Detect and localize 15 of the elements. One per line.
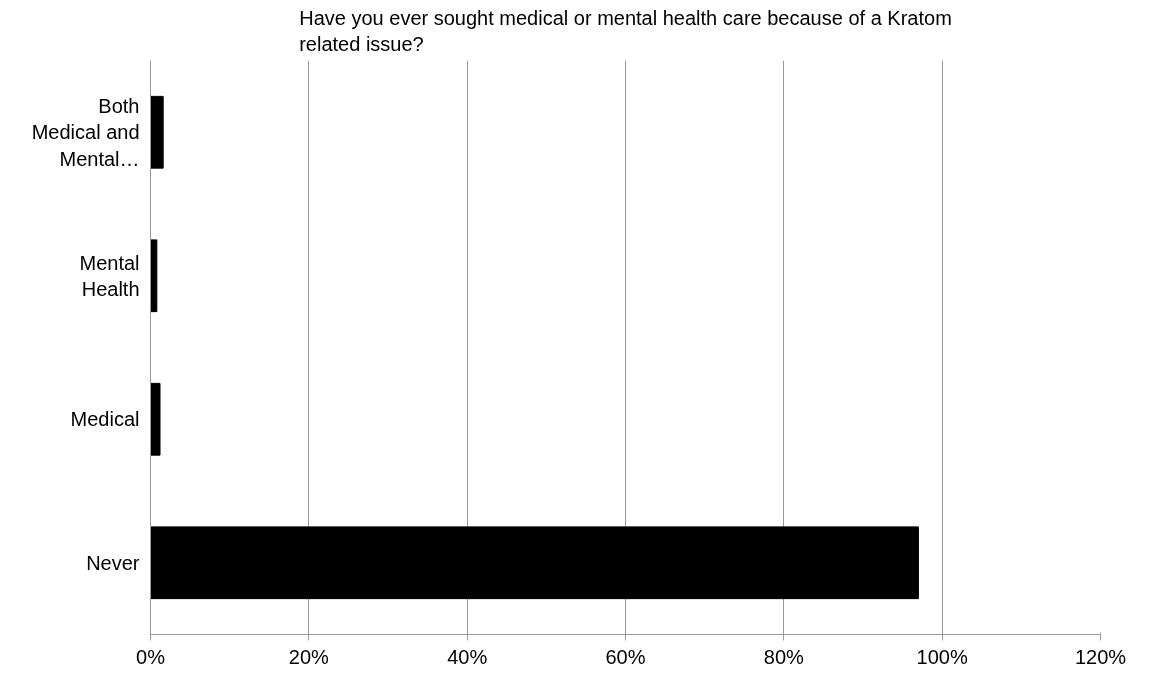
y-tick-label: Mental Health bbox=[79, 251, 140, 300]
x-tick-label: 80% bbox=[763, 645, 805, 668]
x-tick-label: 40% bbox=[447, 645, 488, 668]
y-tick-label: Medical bbox=[70, 408, 140, 431]
bar bbox=[150, 382, 161, 456]
chart-title: Have you ever sought medical or mental health care because of a Kratom related issue? bbox=[299, 7, 952, 56]
x-tick-label: 0% bbox=[136, 645, 166, 668]
x-tick-label: 120% bbox=[1074, 645, 1127, 668]
y-tick-label: Both Medical and Mental… bbox=[31, 94, 140, 170]
bar bbox=[150, 95, 164, 169]
x-tick-label: 60% bbox=[605, 645, 646, 668]
bar bbox=[150, 526, 919, 600]
y-tick-label: Never bbox=[86, 551, 140, 574]
x-tick-label: 20% bbox=[288, 645, 330, 668]
x-tick-label: 100% bbox=[916, 645, 968, 668]
